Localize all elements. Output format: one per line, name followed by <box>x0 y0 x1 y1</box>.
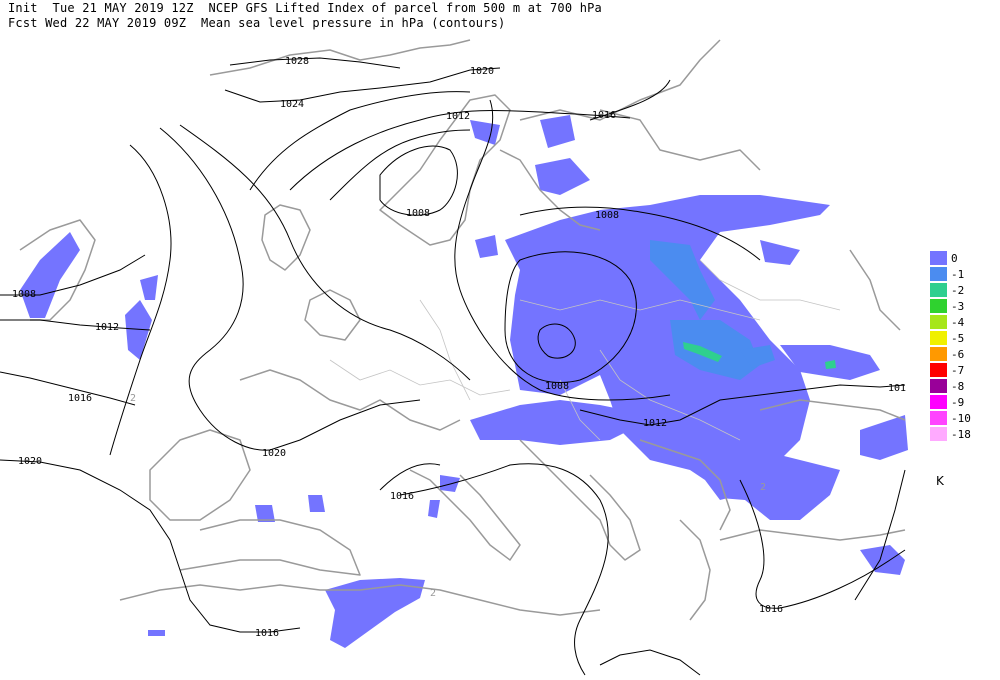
contour-label: 2 <box>130 393 136 404</box>
legend-swatch <box>930 331 947 345</box>
legend-swatch <box>930 379 947 393</box>
legend-label: -2 <box>951 283 965 297</box>
legend-item: -2 <box>930 282 996 298</box>
contour-label: 1016 <box>759 604 783 615</box>
legend-swatch <box>930 315 947 329</box>
lifted-index-areas <box>20 115 908 648</box>
map-title-line1: Init Tue 21 MAY 2019 12Z NCEP GFS Lifted… <box>8 1 602 15</box>
contour-label: 1016 <box>68 393 92 404</box>
legend-item: -1 <box>930 266 996 282</box>
legend-label: -8 <box>951 379 965 393</box>
legend-item: 0 <box>930 250 996 266</box>
contour-label: 2 <box>760 482 766 493</box>
map-title-line2: Fcst Wed 22 MAY 2019 09Z Mean sea level … <box>8 16 506 30</box>
contour-label: 1016 <box>390 491 414 502</box>
legend-item: -7 <box>930 362 996 378</box>
legend-item: -6 <box>930 346 996 362</box>
contour-label: 1012 <box>643 418 667 429</box>
contour-labels: 1028 1024 1020 1016 1012 1008 1008 1008 … <box>12 56 906 639</box>
lifted-index-minus2 <box>683 342 836 369</box>
legend-swatch <box>930 427 947 441</box>
legend-item: -10 <box>930 410 996 426</box>
weather-map: 1028 1024 1020 1016 1012 1008 1008 1008 … <box>0 39 908 676</box>
legend-item: -18 <box>930 426 996 442</box>
legend-swatch <box>930 363 947 377</box>
color-legend: 0 -1 -2 -3 -4 -5 -6 -7 -8 -9 -10 -18 <box>930 250 996 442</box>
legend-label: -7 <box>951 363 965 377</box>
legend-swatch <box>930 395 947 409</box>
legend-item: -4 <box>930 314 996 330</box>
legend-swatch <box>930 411 947 425</box>
contour-label: 1008 <box>12 289 36 300</box>
legend-label: -3 <box>951 299 965 313</box>
legend-label: 0 <box>951 251 958 265</box>
contour-label: 1012 <box>95 322 119 333</box>
legend-swatch <box>930 283 947 297</box>
contour-label: 2 <box>430 588 436 599</box>
legend-label: -18 <box>951 427 971 441</box>
contour-label: 1020 <box>262 448 286 459</box>
legend-item: -5 <box>930 330 996 346</box>
coastlines <box>19 39 906 621</box>
legend-swatch <box>930 347 947 361</box>
legend-item: -8 <box>930 378 996 394</box>
country-borders <box>329 259 841 441</box>
contour-label: 1016 <box>592 110 616 121</box>
isobars <box>0 57 906 676</box>
contour-label: 1024 <box>280 99 304 110</box>
contour-label: 1020 <box>18 456 42 467</box>
contour-label: 1016 <box>255 628 279 639</box>
legend-swatch <box>930 267 947 281</box>
legend-item: -3 <box>930 298 996 314</box>
contour-label: 1020 <box>470 66 494 77</box>
legend-item: -9 <box>930 394 996 410</box>
legend-label: -9 <box>951 395 965 409</box>
legend-swatch <box>930 299 947 313</box>
contour-label: 1008 <box>595 210 619 221</box>
legend-swatch <box>930 251 947 265</box>
lifted-index-minus1 <box>650 240 775 380</box>
legend-label: -6 <box>951 347 965 361</box>
legend-unit: K <box>936 474 944 488</box>
legend-label: -1 <box>951 267 965 281</box>
legend-label: -10 <box>951 411 971 425</box>
contour-label: 1012 <box>446 111 470 122</box>
legend-label: -4 <box>951 315 965 329</box>
contour-label: 1028 <box>285 56 309 67</box>
contour-label: 1008 <box>545 381 569 392</box>
contour-label: 101 <box>888 383 906 394</box>
contour-label: 1008 <box>406 208 430 219</box>
legend-label: -5 <box>951 331 965 345</box>
